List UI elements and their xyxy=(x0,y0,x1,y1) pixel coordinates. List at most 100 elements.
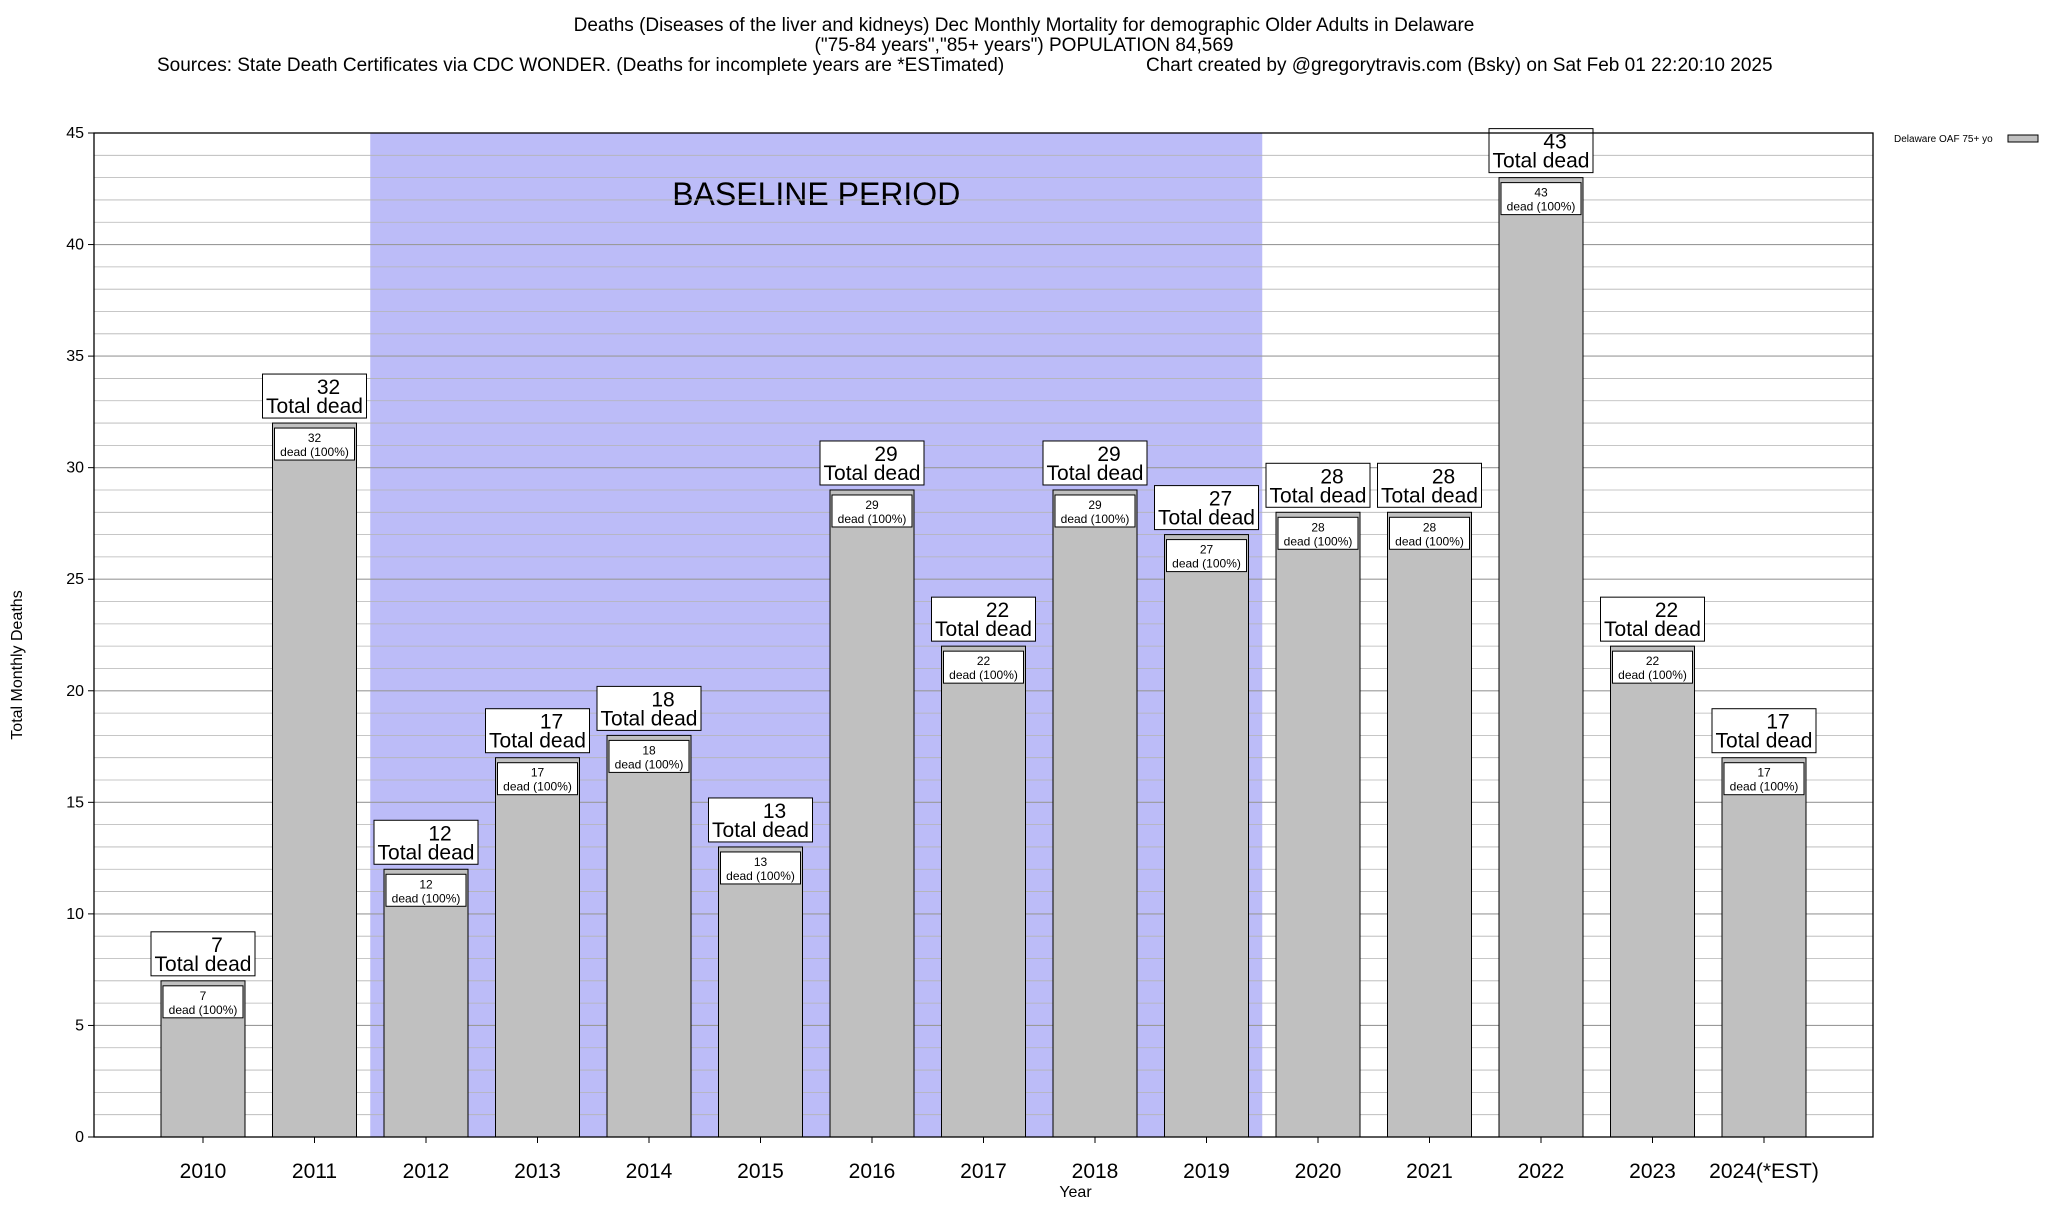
x-tick-label: 2021 xyxy=(1406,1160,1453,1183)
top-label-box xyxy=(1488,128,1594,174)
bar-2018 xyxy=(1052,489,1138,1138)
top-total-label: Total dead xyxy=(1047,462,1144,485)
chart-subtitle: ("75-84 years","85+ years") POPULATION 8… xyxy=(815,35,1234,56)
inner-percent-label: dead (100%) xyxy=(503,780,572,794)
bar-2016 xyxy=(829,489,915,1138)
inner-label-box xyxy=(1500,182,1582,216)
top-total-label: Total dead xyxy=(378,841,475,864)
inner-percent-label: dead (100%) xyxy=(1172,557,1241,571)
top-total-label: Total dead xyxy=(155,953,252,976)
top-total-label: Total dead xyxy=(1493,150,1590,173)
top-total-label: Total dead xyxy=(1716,730,1813,753)
top-value-label: 7 xyxy=(211,934,223,957)
inner-label-box xyxy=(1723,762,1805,796)
top-label-box xyxy=(373,819,479,865)
inner-label-box xyxy=(720,851,801,885)
inner-value-label: 22 xyxy=(1646,654,1660,668)
bar-2017 xyxy=(941,645,1026,1138)
chart-title: Deaths (Diseases of the liver and kidney… xyxy=(574,15,1475,36)
inner-value-label: 27 xyxy=(1200,543,1214,557)
top-value-label: 17 xyxy=(540,711,563,734)
y-tick-label: 15 xyxy=(66,794,84,811)
y-tick-label: 30 xyxy=(66,460,84,477)
inner-label-box xyxy=(1054,494,1136,528)
x-tick-label: 2024(*EST) xyxy=(1709,1160,1819,1183)
top-total-label: Total dead xyxy=(1604,618,1701,641)
legend: Delaware OAF 75+ yo xyxy=(1894,134,2039,145)
y-tick-label: 5 xyxy=(75,1017,84,1034)
y-tick-label: 35 xyxy=(66,348,84,365)
top-label-box xyxy=(596,685,702,731)
top-value-label: 17 xyxy=(1766,711,1789,734)
top-total-label: Total dead xyxy=(601,707,698,730)
bar-2012 xyxy=(383,868,469,1138)
top-total-label: Total dead xyxy=(712,819,809,842)
top-value-label: 18 xyxy=(651,688,674,711)
inner-value-label: 28 xyxy=(1423,520,1437,534)
inner-label-box xyxy=(831,494,913,528)
top-label-box xyxy=(931,596,1036,642)
chart-header: Deaths (Diseases of the liver and kidney… xyxy=(157,15,1773,76)
y-tick-label: 20 xyxy=(66,683,84,700)
bar-2019 xyxy=(1164,534,1249,1138)
x-tick-label: 2010 xyxy=(180,1160,227,1183)
bar-2023 xyxy=(1610,645,1695,1138)
x-tick-label: 2014 xyxy=(626,1160,673,1183)
inner-percent-label: dead (100%) xyxy=(726,869,795,883)
top-total-label: Total dead xyxy=(1381,484,1478,507)
x-tick-label: 2022 xyxy=(1518,1160,1565,1183)
inner-label-box xyxy=(1277,516,1359,550)
top-total-label: Total dead xyxy=(1158,507,1255,530)
credit-note: Chart created by @gregorytravis.com (Bsk… xyxy=(1146,55,1773,76)
inner-label-box xyxy=(1612,650,1693,684)
top-label-box xyxy=(262,373,367,419)
x-tick-label: 2015 xyxy=(737,1160,784,1183)
top-total-label: Total dead xyxy=(266,395,363,418)
inner-value-label: 29 xyxy=(865,498,879,512)
inner-value-label: 12 xyxy=(419,877,433,891)
inner-value-label: 29 xyxy=(1088,498,1102,512)
inner-value-label: 17 xyxy=(1757,766,1771,780)
inner-label-box xyxy=(1166,539,1247,573)
bar-2021 xyxy=(1387,511,1472,1138)
inner-label-box xyxy=(1389,516,1470,550)
inner-percent-label: dead (100%) xyxy=(392,891,461,905)
legend-swatch xyxy=(2007,134,2039,143)
top-total-label: Total dead xyxy=(489,730,586,753)
inner-percent-label: dead (100%) xyxy=(1618,668,1687,682)
axes-layer: 2010 2011 2012 2013 2014 2015 2016 2017 2018 2019… xyxy=(9,125,1874,1201)
top-total-label: Total dead xyxy=(824,462,921,485)
y-tick-label: 0 xyxy=(75,1129,84,1146)
y-tick-label: 40 xyxy=(66,237,84,254)
top-label-box xyxy=(485,708,590,754)
top-value-label: 13 xyxy=(763,800,786,823)
y-tick-label: 25 xyxy=(66,571,84,588)
inner-percent-label: dead (100%) xyxy=(949,668,1018,682)
inner-label-box xyxy=(274,427,355,461)
top-value-label: 22 xyxy=(986,599,1009,622)
baseline-period-label: BASELINE PERIOD xyxy=(672,176,960,212)
top-value-label: 43 xyxy=(1543,131,1566,154)
bar-2024(*EST) xyxy=(1721,757,1807,1138)
inner-percent-label: dead (100%) xyxy=(838,512,907,526)
top-label-box xyxy=(1711,708,1817,754)
top-label-box xyxy=(1154,485,1259,531)
bar-2014 xyxy=(606,734,692,1138)
inner-percent-label: dead (100%) xyxy=(1284,534,1353,548)
inner-value-label: 32 xyxy=(308,431,322,445)
x-tick-label: 2016 xyxy=(849,1160,896,1183)
sources-note: Sources: State Death Certificates via CD… xyxy=(157,55,1004,76)
inner-percent-label: dead (100%) xyxy=(1395,534,1464,548)
inner-label-box xyxy=(385,873,467,907)
top-value-label: 28 xyxy=(1432,465,1455,488)
inner-percent-label: dead (100%) xyxy=(1507,200,1576,214)
bar-2020 xyxy=(1275,511,1361,1138)
top-value-label: 12 xyxy=(428,822,451,845)
x-tick-label: 2018 xyxy=(1072,1160,1119,1183)
inner-value-label: 22 xyxy=(977,654,991,668)
inner-percent-label: dead (100%) xyxy=(1061,512,1130,526)
top-value-label: 29 xyxy=(874,443,897,466)
